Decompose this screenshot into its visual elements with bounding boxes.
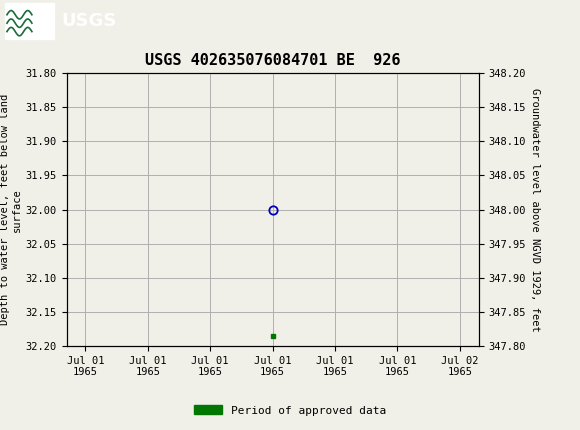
Legend: Period of approved data: Period of approved data bbox=[190, 401, 390, 420]
Text: USGS: USGS bbox=[61, 12, 116, 30]
Y-axis label: Depth to water level, feet below land
surface: Depth to water level, feet below land su… bbox=[0, 94, 21, 325]
FancyBboxPatch shape bbox=[5, 3, 54, 39]
Title: USGS 402635076084701 BE  926: USGS 402635076084701 BE 926 bbox=[145, 53, 400, 68]
Y-axis label: Groundwater level above NGVD 1929, feet: Groundwater level above NGVD 1929, feet bbox=[530, 88, 540, 332]
